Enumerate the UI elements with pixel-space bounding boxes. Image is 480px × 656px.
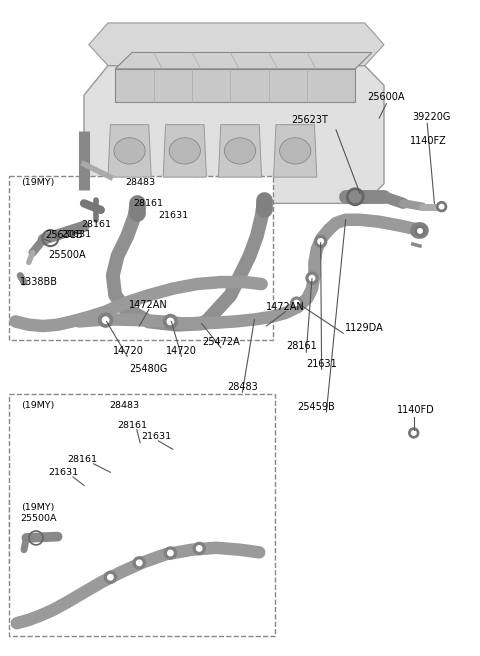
Text: 25480G: 25480G — [130, 363, 168, 374]
Circle shape — [133, 557, 145, 569]
Circle shape — [108, 575, 113, 580]
Circle shape — [309, 276, 315, 281]
Text: 28161: 28161 — [133, 199, 163, 208]
Text: 14720: 14720 — [113, 346, 144, 356]
Text: 1140FD: 1140FD — [397, 405, 434, 415]
Ellipse shape — [279, 138, 311, 164]
Text: 28483: 28483 — [110, 401, 140, 410]
Circle shape — [168, 550, 173, 556]
Ellipse shape — [225, 138, 255, 164]
Circle shape — [98, 313, 113, 327]
Circle shape — [306, 272, 318, 284]
Text: 1472AN: 1472AN — [266, 302, 305, 312]
Text: 25623T: 25623T — [291, 115, 328, 125]
Circle shape — [315, 236, 327, 247]
Circle shape — [167, 318, 174, 325]
Polygon shape — [218, 125, 262, 177]
Text: (19MY): (19MY) — [21, 502, 54, 512]
Text: 1338BB: 1338BB — [20, 277, 58, 287]
Circle shape — [437, 201, 446, 212]
Text: 28161: 28161 — [68, 455, 97, 464]
Text: 1472AN: 1472AN — [130, 300, 168, 310]
Text: 28161: 28161 — [82, 220, 111, 229]
Text: 25600A: 25600A — [368, 92, 405, 102]
Text: 21631: 21631 — [141, 432, 171, 441]
Text: 1129DA: 1129DA — [345, 323, 384, 333]
Text: 1140FZ: 1140FZ — [410, 136, 447, 146]
Circle shape — [318, 239, 324, 244]
Text: (19MY): (19MY) — [21, 178, 54, 187]
Circle shape — [294, 300, 300, 306]
Polygon shape — [115, 52, 372, 69]
Text: 14720: 14720 — [166, 346, 197, 356]
Circle shape — [102, 317, 109, 323]
Circle shape — [409, 428, 419, 438]
Circle shape — [196, 546, 202, 551]
Text: 28161: 28161 — [286, 341, 317, 352]
Circle shape — [415, 226, 425, 236]
Ellipse shape — [114, 138, 145, 164]
Text: (19MY): (19MY) — [21, 401, 54, 410]
Circle shape — [163, 314, 178, 329]
Text: 25631B: 25631B — [46, 230, 83, 240]
Circle shape — [290, 297, 302, 309]
Text: 21631: 21631 — [48, 468, 78, 477]
Text: 28483: 28483 — [227, 382, 258, 392]
Text: 28483: 28483 — [125, 178, 155, 187]
Polygon shape — [108, 125, 151, 177]
Text: 21631: 21631 — [158, 211, 189, 220]
Circle shape — [418, 229, 422, 233]
Text: 25500A: 25500A — [21, 514, 57, 523]
Circle shape — [193, 543, 205, 554]
Polygon shape — [163, 125, 206, 177]
Circle shape — [105, 571, 117, 583]
Circle shape — [164, 547, 176, 559]
Bar — [9, 499, 105, 564]
Text: 28161: 28161 — [117, 420, 147, 430]
Circle shape — [411, 431, 416, 435]
Text: 25459B: 25459B — [297, 401, 335, 412]
Bar — [9, 394, 275, 636]
Bar — [9, 176, 273, 340]
Polygon shape — [115, 69, 355, 102]
Text: 25500A: 25500A — [48, 249, 85, 260]
Ellipse shape — [169, 138, 201, 164]
Text: 21631: 21631 — [306, 359, 337, 369]
Circle shape — [439, 205, 444, 209]
Polygon shape — [84, 66, 384, 203]
Polygon shape — [274, 125, 317, 177]
Polygon shape — [89, 23, 384, 66]
Circle shape — [136, 560, 142, 565]
Text: 21631: 21631 — [61, 230, 92, 239]
Text: 25472A: 25472A — [202, 337, 240, 348]
Text: 39220G: 39220G — [412, 112, 450, 122]
